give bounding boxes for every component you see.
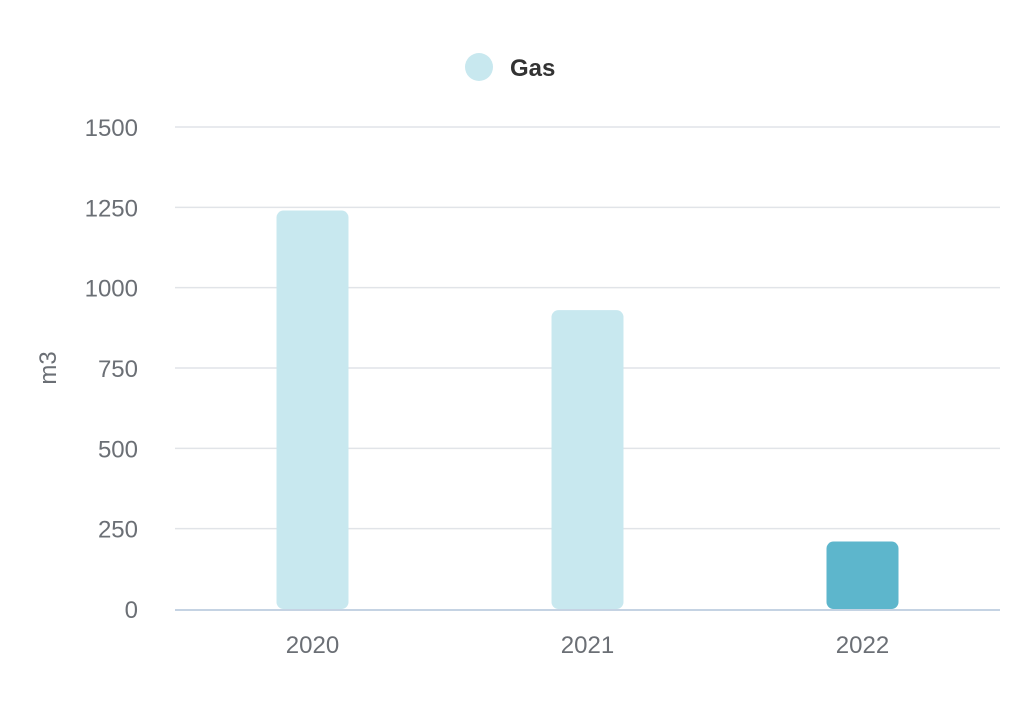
y-tick-label-1500: 1500 [85, 115, 138, 142]
x-tick-label-2022: 2022 [836, 632, 889, 659]
y-tick-label-0: 0 [125, 597, 138, 624]
y-axis-title: m3 [35, 351, 62, 384]
x-tick-label-2020: 2020 [286, 632, 339, 659]
y-tick-label-1250: 1250 [85, 195, 138, 222]
y-tick-label-500: 500 [98, 436, 138, 463]
x-axis-ticks: 2020 2021 2022 [286, 632, 889, 659]
y-tick-label-750: 750 [98, 356, 138, 383]
chart-legend[interactable]: Gas [465, 53, 555, 82]
y-tick-label-1000: 1000 [85, 276, 138, 303]
bar-2021[interactable] [551, 310, 624, 609]
y-axis-ticks: 0 250 500 750 1000 1250 1500 [85, 115, 138, 624]
bars [276, 210, 899, 609]
bar-2020[interactable] [276, 210, 349, 609]
y-tick-label-250: 250 [98, 517, 138, 544]
x-tick-label-2021: 2021 [561, 632, 614, 659]
legend-marker-gas [465, 53, 493, 81]
legend-label-gas: Gas [510, 55, 555, 82]
bar-2022[interactable] [826, 541, 899, 609]
